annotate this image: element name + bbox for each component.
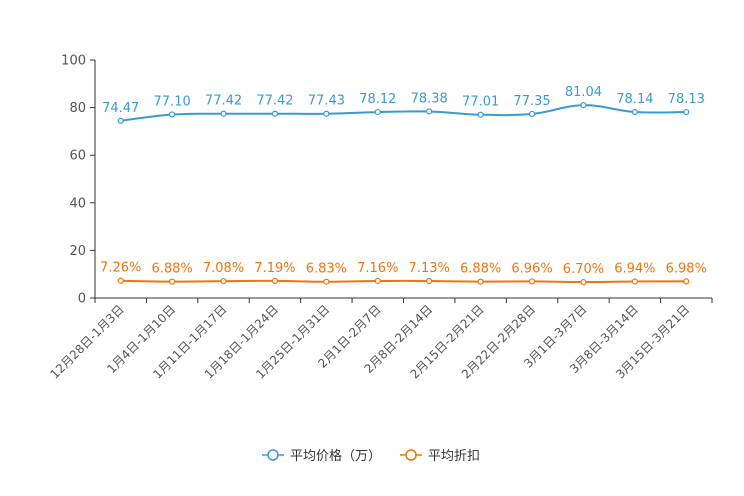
data-label: 6.88% [460, 262, 501, 277]
data-point [169, 278, 176, 285]
data-point [323, 110, 330, 117]
data-label: 6.98% [666, 261, 707, 276]
data-label: 77.42 [256, 94, 293, 109]
y-tick-label: 40 [69, 196, 86, 211]
data-label: 7.19% [254, 261, 295, 276]
data-point [117, 117, 124, 124]
legend-marker-icon [267, 449, 279, 461]
data-point [220, 110, 227, 117]
data-label: 7.16% [357, 261, 398, 276]
legend-label: 平均价格（万） [290, 448, 381, 464]
data-label: 7.13% [409, 261, 450, 276]
data-point [117, 277, 124, 284]
data-point [683, 278, 690, 285]
series-line-0 [120, 104, 687, 122]
data-label: 77.35 [513, 94, 550, 109]
data-label: 78.14 [616, 92, 653, 107]
y-tick-label: 20 [69, 244, 86, 259]
data-point [169, 111, 176, 118]
data-label: 78.13 [668, 92, 705, 107]
data-point [271, 277, 279, 284]
data-label: 78.12 [359, 92, 396, 107]
x-axis: 12月28日-1月3日1月4日-1月10日1月11日-1月17日1月18日-1月… [48, 297, 713, 382]
data-point [374, 108, 381, 116]
data-point [580, 102, 587, 109]
data-point [631, 278, 638, 285]
data-label: 74.47 [102, 101, 139, 116]
data-label: 77.01 [462, 95, 499, 110]
data-label: 6.83% [306, 262, 347, 277]
data-label: 6.88% [151, 262, 192, 277]
y-tick-label: 0 [78, 292, 86, 307]
data-point [220, 278, 227, 285]
legend-marker-icon [405, 449, 417, 461]
data-point [374, 277, 381, 285]
data-label: 7.26% [100, 261, 141, 276]
data-point [631, 108, 638, 116]
data-point [271, 110, 279, 117]
data-point [477, 111, 484, 118]
data-label: 81.04 [565, 85, 602, 100]
data-label: 77.10 [154, 95, 191, 110]
data-point [528, 278, 536, 285]
data-point [426, 108, 433, 115]
legend: 平均价格（万） 平均折扣 [262, 448, 480, 464]
data-point [323, 278, 330, 285]
data-point [528, 110, 536, 118]
series-group: 74.47 77.10 77.42 77.42 77.43 78.12 78.38 77.01… [100, 85, 707, 286]
y-tick-label: 60 [69, 149, 86, 164]
data-label: 6.96% [511, 261, 552, 276]
data-point [426, 277, 433, 285]
y-axis: 0 20 40 60 80 100 [61, 54, 96, 307]
data-label: 6.94% [614, 261, 655, 276]
data-point [683, 108, 690, 116]
legend-label: 平均折扣 [428, 449, 480, 464]
data-label: 6.70% [563, 262, 604, 277]
data-label: 7.08% [203, 261, 244, 276]
series-line-1 [120, 279, 687, 284]
data-point [477, 278, 484, 285]
data-label: 78.38 [411, 91, 448, 106]
data-point [580, 278, 587, 286]
data-label: 77.43 [308, 94, 345, 109]
y-tick-label: 100 [61, 54, 86, 69]
data-label: 77.42 [205, 94, 242, 109]
y-tick-label: 80 [69, 101, 86, 116]
